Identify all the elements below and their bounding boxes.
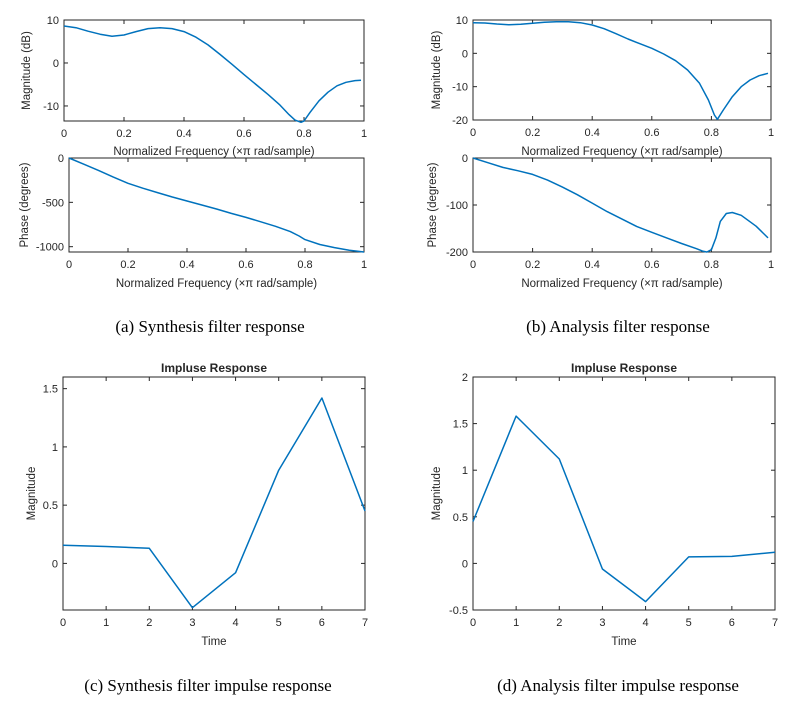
- analysis-impulse-xtick-label: 6: [729, 617, 735, 629]
- synth-phase-series-line: [68, 157, 365, 253]
- analysis-impulse-title: Impluse Response: [571, 361, 677, 375]
- synth-magnitude-xtick-label: 1: [361, 128, 367, 140]
- caption-b: (b) Analysis filter response: [526, 317, 710, 336]
- analysis-impulse-ytick-label: 0: [462, 558, 468, 570]
- synth-impulse-xtick-label: 2: [146, 617, 152, 629]
- analysis-phase-xtick-label: 0: [470, 259, 476, 271]
- analysis-impulse-xtick-label: 1: [513, 617, 519, 629]
- analysis-magnitude-xtick-label: 0.6: [644, 127, 659, 139]
- synth-impulse-title: Impluse Response: [161, 361, 267, 375]
- analysis-impulse-ytick-label: 2: [462, 372, 468, 384]
- synth-phase-xtick-label: 0: [66, 259, 72, 271]
- synth-impulse-xtick-label: 7: [362, 617, 368, 629]
- analysis-phase-xtick-label: 1: [768, 259, 774, 271]
- analysis-phase-ytick-label: 0: [462, 153, 468, 165]
- analysis-impulse-ylabel: Magnitude: [431, 467, 443, 521]
- analysis-magnitude-ylabel: Magnitude (dB): [431, 31, 443, 110]
- analysis-magnitude-ytick-label: -10: [452, 82, 468, 94]
- synth-impulse-ytick-label: 0: [52, 558, 58, 570]
- synth-magnitude-ytick-label: -10: [43, 101, 59, 113]
- analysis-phase-ylabel: Phase (degrees): [427, 162, 439, 247]
- analysis-impulse-series-line: [472, 415, 776, 603]
- analysis-phase-plot-frame: [472, 157, 772, 253]
- synth-impulse-xtick-label: 0: [60, 617, 66, 629]
- analysis-phase-axes: 0 0.2 0.4 0.6 0.8 1 -200 -100 0 Normalized Freque…: [427, 153, 774, 290]
- synth-impulse-series-line: [62, 397, 366, 609]
- synth-impulse-xtick-label: 6: [319, 617, 325, 629]
- caption-c: (c) Synthesis filter impulse response: [84, 676, 331, 695]
- analysis-magnitude-ytick-label: -20: [452, 115, 468, 127]
- synth-impulse-xlabel: Time: [201, 636, 226, 648]
- analysis-phase-xtick-label: 0.4: [585, 259, 600, 271]
- synth-impulse-ytick-label: 1.5: [43, 384, 58, 396]
- synth-magnitude-xtick-label: 0: [61, 128, 67, 140]
- synth-phase-xtick-label: 1: [361, 259, 367, 271]
- synth-magnitude-series-line: [63, 25, 362, 124]
- synth-phase-axes: 0 0.2 0.4 0.6 0.8 1 -1000 -500 0 Normalized Frequ…: [19, 153, 367, 290]
- synth-phase-xlabel: Normalized Frequency (×π rad/sample): [116, 278, 317, 290]
- analysis-impulse-ytick-label: 0.5: [453, 512, 468, 524]
- analysis-magnitude-xtick-label: 1: [768, 127, 774, 139]
- synth-phase-xtick-label: 0.8: [297, 259, 312, 271]
- synth-phase-ylabel: Phase (degrees): [19, 162, 31, 247]
- synth-phase-ytick-label: -500: [42, 197, 64, 209]
- caption-d: (d) Analysis filter impulse response: [497, 676, 739, 695]
- analysis-phase-ytick-label: -100: [446, 200, 468, 212]
- synth-magnitude-ylabel: Magnitude (dB): [21, 31, 33, 110]
- analysis-magnitude-series-line: [472, 20, 769, 121]
- synth-magnitude-xtick-label: 0.6: [236, 128, 251, 140]
- analysis-impulse-ytick-label: 1: [462, 465, 468, 477]
- synth-impulse-ylabel: Magnitude: [26, 467, 38, 521]
- analysis-impulse-axes: 0 1 2 3 4 5 6 7-0.500.511.52TimeMagnitudeImplus…: [431, 361, 778, 648]
- synth-magnitude-ytick-label: 0: [53, 58, 59, 70]
- analysis-phase-series-line: [472, 157, 769, 253]
- synth-magnitude-xtick-label: 0.8: [296, 128, 311, 140]
- synth-impulse-axes: 0 1 2 3 4 5 6 7 0 0.5 1 1.5 Time Magnitude Impluse Res…: [26, 361, 368, 648]
- analysis-impulse-xtick-label: 7: [772, 617, 778, 629]
- synth-magnitude-xtick-label: 0.2: [116, 128, 131, 140]
- analysis-phase-xtick-label: 0.6: [644, 259, 659, 271]
- analysis-impulse-ytick-label: 1.5: [453, 419, 468, 431]
- analysis-impulse-xtick-label: 3: [599, 617, 605, 629]
- synth-impulse-xtick-label: 4: [233, 617, 239, 629]
- analysis-magnitude-xlabel: Normalized Frequency (×π rad/sample): [521, 146, 722, 158]
- analysis-impulse-xtick-label: 2: [556, 617, 562, 629]
- analysis-magnitude-xtick-label: 0.8: [704, 127, 719, 139]
- analysis-magnitude-xtick-label: 0: [470, 127, 476, 139]
- analysis-magnitude-ytick-label: 0: [462, 48, 468, 60]
- synth-impulse-ytick-label: 1: [52, 442, 58, 454]
- synth-impulse-plot-frame: [62, 376, 366, 611]
- analysis-impulse-plot-frame: [472, 376, 776, 611]
- analysis-phase-xtick-label: 0.8: [704, 259, 719, 271]
- synth-impulse-ytick-label: 0.5: [43, 500, 58, 512]
- analysis-phase-xtick-label: 0.2: [525, 259, 540, 271]
- synth-magnitude-axes: 0 0.2 0.4 0.6 0.8 1 -10 0 10 Normalized Frequency…: [21, 15, 367, 158]
- analysis-magnitude-ytick-label: 10: [456, 15, 468, 27]
- synth-magnitude-ytick-label: 10: [47, 15, 59, 27]
- synth-magnitude-xlabel: Normalized Frequency (×π rad/sample): [113, 146, 314, 158]
- analysis-magnitude-axes: 0 0.2 0.4 0.6 0.8 1 -20 -10 0 10 Normalized Freque…: [431, 15, 774, 158]
- analysis-magnitude-xtick-label: 0.4: [585, 127, 600, 139]
- synth-phase-xtick-label: 0.6: [238, 259, 253, 271]
- analysis-impulse-xlabel: Time: [611, 636, 636, 648]
- synth-magnitude-xtick-label: 0.4: [176, 128, 191, 140]
- synth-phase-plot-frame: [68, 157, 365, 253]
- analysis-impulse-xtick-label: 5: [686, 617, 692, 629]
- synth-phase-xtick-label: 0.2: [120, 259, 135, 271]
- analysis-magnitude-xtick-label: 0.2: [525, 127, 540, 139]
- synth-impulse-xtick-label: 5: [276, 617, 282, 629]
- synth-phase-xtick-label: 0.4: [179, 259, 194, 271]
- analysis-impulse-ytick-label: -0.5: [449, 605, 468, 617]
- synth-phase-ytick-label: 0: [58, 153, 64, 165]
- synth-impulse-xtick-label: 3: [189, 617, 195, 629]
- analysis-phase-ytick-label: -200: [446, 247, 468, 259]
- synth-phase-ytick-label: -1000: [36, 242, 64, 254]
- analysis-phase-xlabel: Normalized Frequency (×π rad/sample): [521, 278, 722, 290]
- analysis-impulse-xtick-label: 0: [470, 617, 476, 629]
- synth-impulse-xtick-label: 1: [103, 617, 109, 629]
- analysis-impulse-xtick-label: 4: [643, 617, 649, 629]
- caption-a: (a) Synthesis filter response: [115, 317, 304, 336]
